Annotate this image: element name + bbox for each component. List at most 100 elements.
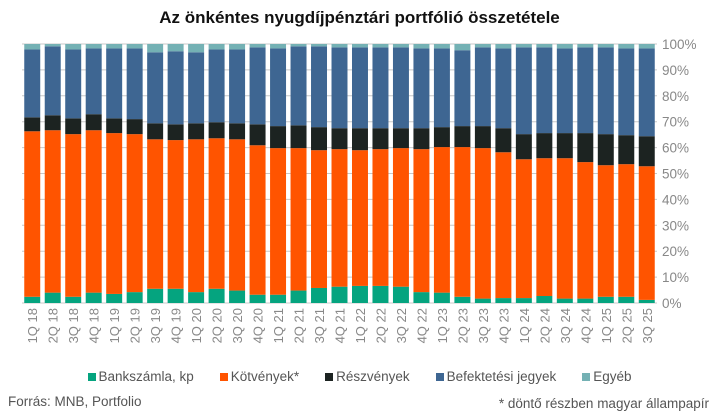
bar-segment <box>515 159 532 299</box>
bar-segment <box>638 48 655 137</box>
bar-segment <box>515 47 532 135</box>
bar-segment <box>24 44 41 50</box>
bar-segment <box>577 298 594 303</box>
bar-segment <box>44 130 61 293</box>
bar-segment <box>495 298 512 303</box>
bar-segment <box>311 150 328 288</box>
bar-segment <box>392 286 409 303</box>
bar-segment <box>44 46 61 116</box>
bar-segment <box>106 133 123 294</box>
bar-segment <box>454 126 471 148</box>
source-note: Forrás: MNB, Portfolio <box>8 394 142 409</box>
y-tick-label: 50% <box>662 167 689 182</box>
chart-title: Az önkéntes nyugdíjpénztári portfólió ös… <box>159 8 560 27</box>
bar-segment <box>65 44 82 50</box>
bar-segment <box>126 44 143 49</box>
bar-segment <box>106 118 123 134</box>
bar-segment <box>188 292 205 303</box>
bar-segment <box>147 139 164 289</box>
bar-segment <box>188 52 205 124</box>
bar-segment <box>577 133 594 163</box>
bar-segment <box>24 117 41 132</box>
bar-segment <box>85 44 102 49</box>
bar-segment <box>638 44 655 49</box>
bar-segment <box>65 134 82 297</box>
bar-segment <box>597 47 614 135</box>
footnote: * döntő részben magyar állampapír <box>498 396 709 411</box>
y-tick-label: 40% <box>662 192 689 207</box>
y-tick-label: 0% <box>662 296 682 311</box>
legend-swatch <box>219 372 228 381</box>
bar-segment <box>24 296 41 303</box>
bar-segment <box>311 127 328 151</box>
bar-segment <box>24 49 41 118</box>
bar-segment <box>229 139 246 291</box>
stacked-bar-chart: 0% 10% 20% 30% 40% 50% 60% 70% 80% 90% 100% 1Q 18 2Q… <box>22 37 697 343</box>
bar-segment <box>392 128 409 149</box>
bar-segment <box>433 147 450 293</box>
bar-segment <box>597 44 614 48</box>
x-tick-label: 3Q 23 <box>476 308 491 343</box>
bar-segment <box>515 44 532 48</box>
bar-segment <box>249 145 266 295</box>
x-tick-label: 2Q 18 <box>46 308 61 343</box>
x-tick-label: 1Q 20 <box>189 308 204 343</box>
x-tick-label: 3Q 20 <box>230 308 245 343</box>
x-tick-label: 3Q 19 <box>148 308 163 343</box>
x-tick-label: 2Q 23 <box>455 308 470 343</box>
x-tick-label: 3Q 22 <box>394 308 409 343</box>
legend-label: Befektetési jegyek <box>446 369 557 384</box>
y-tick-label: 70% <box>662 115 689 130</box>
bar-segment <box>126 48 143 120</box>
x-tick-label: 4Q 20 <box>251 308 266 343</box>
bar-segment <box>556 298 573 303</box>
bar-segment <box>454 147 471 297</box>
x-tick-label: 2Q 21 <box>292 308 307 343</box>
bar-segment <box>270 126 287 149</box>
x-tick-label: 2Q 19 <box>128 308 143 343</box>
bar-segment <box>351 47 368 129</box>
bar-segment <box>413 44 430 49</box>
bar-segment <box>638 166 655 300</box>
y-tick-label: 80% <box>662 89 689 104</box>
bar-segment <box>638 136 655 167</box>
bar-segment <box>515 298 532 303</box>
bar-segment <box>454 50 471 127</box>
bar-segment <box>474 44 491 48</box>
bar-segment <box>208 49 225 123</box>
x-tick-label: 2Q 24 <box>537 308 552 343</box>
x-tick-label: 2Q 22 <box>373 308 388 343</box>
bar-segment <box>351 128 368 151</box>
bar-segment <box>433 292 450 303</box>
bar-segment <box>433 127 450 148</box>
bar-segment <box>638 299 655 303</box>
bar-segment <box>65 49 82 119</box>
bar-segment <box>454 44 471 51</box>
legend-item: Bankszámla, kp <box>87 369 194 384</box>
bar-segment <box>208 288 225 303</box>
bar-segment <box>270 294 287 303</box>
bar-segment <box>536 133 553 159</box>
x-tick-label: 2Q 20 <box>210 308 225 343</box>
bar-segment <box>290 290 307 303</box>
x-tick-label: 1Q 18 <box>25 308 40 343</box>
bar-segment <box>413 128 430 150</box>
legend-swatch <box>87 372 96 381</box>
legend-swatch <box>435 372 444 381</box>
bar-segment <box>392 47 409 129</box>
bar-segment <box>331 149 348 287</box>
bar-segment <box>147 52 164 124</box>
bar-segment <box>229 290 246 303</box>
x-tick-label: 4Q 22 <box>414 308 429 343</box>
bar-segment <box>229 123 246 140</box>
bar-segment <box>618 296 635 303</box>
bar-segment <box>618 135 635 165</box>
x-tick-label: 1Q 25 <box>599 308 614 343</box>
legend-swatch <box>582 372 591 381</box>
bar-segment <box>372 128 389 150</box>
bar-segment <box>270 148 287 295</box>
bar-segment <box>536 158 553 297</box>
bar-segment <box>147 288 164 303</box>
bar-segment <box>556 158 573 299</box>
bar-segment <box>577 47 594 134</box>
